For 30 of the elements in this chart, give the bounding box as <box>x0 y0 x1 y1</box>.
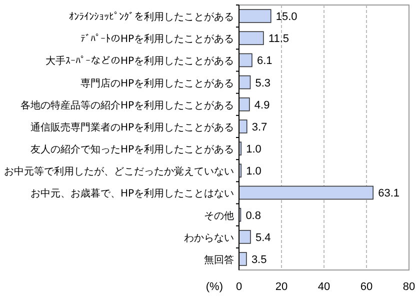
x-axis-title: (%) <box>206 281 223 293</box>
y-tick-label: 友人の紹介で知ったHPを利用したことがある <box>30 144 234 156</box>
data-label: 6.1 <box>256 55 272 68</box>
data-label: 15.0 <box>276 11 298 24</box>
data-label: 0.8 <box>246 210 261 222</box>
x-tick-label: 80 <box>402 281 416 293</box>
y-tick-label: わからない <box>184 232 234 244</box>
data-label: 63.1 <box>378 188 400 200</box>
y-tick-label: ﾃﾞﾊﾟｰﾄのHPを利用したことがある <box>80 33 234 46</box>
y-tick-label: その他 <box>204 210 234 222</box>
data-label: 3.7 <box>252 121 268 134</box>
y-tick-label: 通信販売専門業者のHPを利用したことがある <box>30 121 234 134</box>
y-tick-label: 大手ｽｰﾊﾟｰなどのHPを利用したことがある <box>45 55 234 68</box>
y-tick-label: お中元、お歳暮で、HPを利用したことはない <box>30 188 234 200</box>
x-tick-label: 40 <box>318 281 330 293</box>
data-label: 5.4 <box>255 232 271 244</box>
y-tick-label: 無回答 <box>204 254 234 266</box>
x-tick-label: 0 <box>236 281 242 293</box>
data-label: 1.0 <box>246 144 262 156</box>
data-label: 5.3 <box>255 77 271 90</box>
y-tick-label: 各地の特産品等の紹介HPを利用したことがある <box>20 99 234 112</box>
x-tick-label: 60 <box>360 281 373 293</box>
data-label: 1.0 <box>246 166 262 178</box>
data-label: 3.5 <box>251 254 267 266</box>
y-tick-label: ｵﾝﾗｲﾝｼｮｯﾋﾟﾝｸﾞを利用したことがある <box>69 11 234 24</box>
y-tick-label: 専門店のHPを利用したことがある <box>80 77 234 90</box>
x-tick-label: 20 <box>275 281 288 293</box>
y-tick-label: お中元等で利用したが、どこだったか覚えていない <box>4 166 234 178</box>
data-label: 11.5 <box>268 33 290 46</box>
data-label: 4.9 <box>254 99 270 112</box>
